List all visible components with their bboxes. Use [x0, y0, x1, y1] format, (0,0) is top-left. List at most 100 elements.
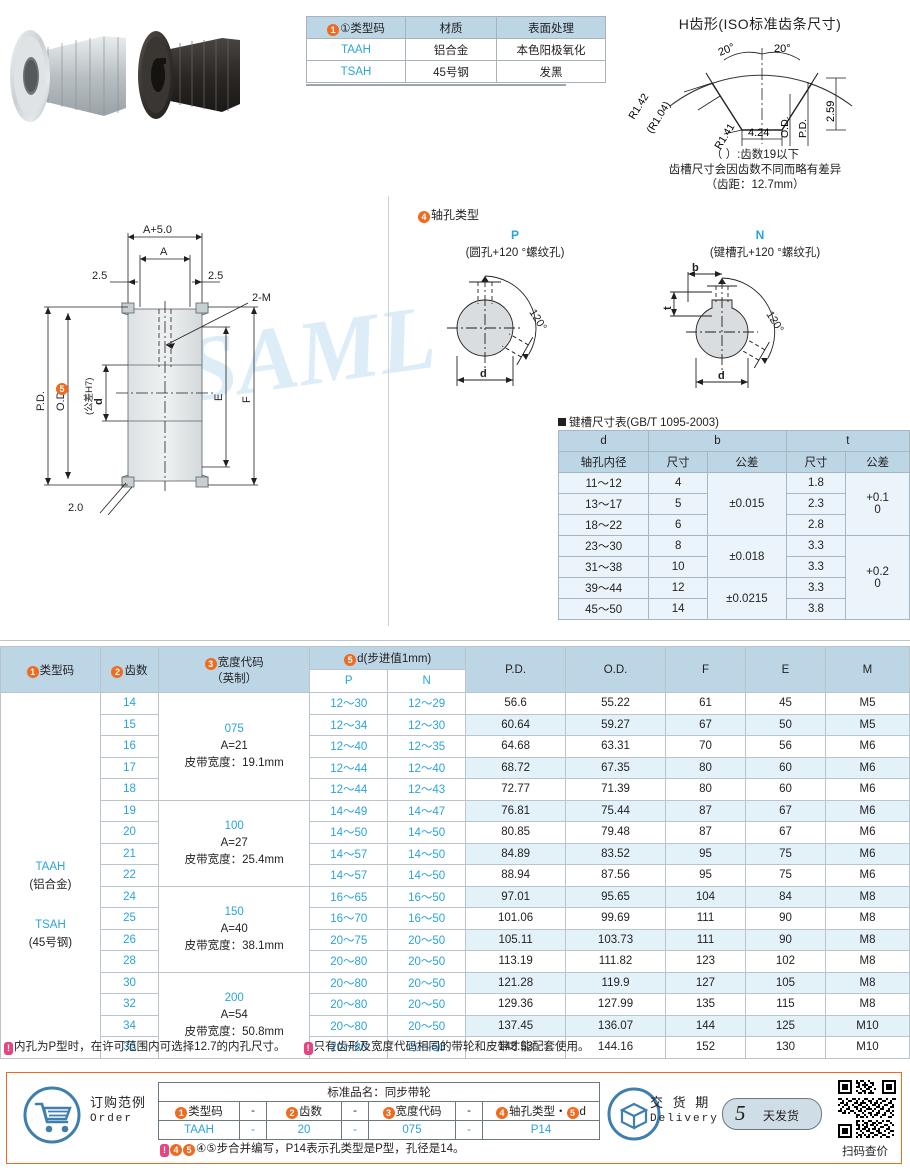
cell-m: M5 [824, 692, 910, 715]
cell-f: 61 [664, 692, 746, 715]
table-row: 31～38 10 3.3 [557, 556, 910, 578]
cell-t: 3.3 [785, 535, 847, 557]
cell-width-group-2: 100 A=27 皮带宽度：25.4mm [158, 799, 311, 887]
cell-val-teeth: 20 [266, 1120, 342, 1140]
order-example-table: 标准品名：同步带轮 1 类型码 - 2 齿数 - 3 宽度代码 - 4 轴孔类型・ 5 d … [158, 1082, 600, 1140]
cell-teeth: 21 [99, 842, 160, 865]
badge-1: 1 [175, 1107, 188, 1119]
type-code-2: TSAH [35, 919, 66, 932]
cell-n: 12～43 [387, 778, 467, 801]
cell-p: 12～40 [309, 735, 389, 758]
cell-b: 10 [648, 556, 709, 578]
cell-d: 39～44 [557, 577, 650, 599]
cell-p: 16～70 [309, 907, 389, 930]
cell-type-code: TSAH [306, 60, 406, 83]
badge-1: 1 [26, 665, 39, 678]
badge-5: 5 [566, 1107, 579, 1119]
cell-od: 127.99 [565, 993, 666, 1016]
table-row: 30 200 A=54 皮带宽度：50.8mm 20～80 20～50 121.… [1, 971, 910, 1059]
width-a: A=21 [220, 739, 248, 752]
cell-teeth: 17 [99, 756, 160, 779]
cell-od: 83.52 [565, 842, 666, 865]
cell-m: M8 [824, 971, 910, 994]
cell-dash: - [341, 1120, 369, 1140]
cell-p: 14～57 [309, 842, 389, 865]
cell-n: 20～50 [387, 1014, 467, 1037]
table-row: 28 20～80 20～50 113.19 111.82 123 102 M8 [1, 950, 910, 973]
section-divider [0, 640, 910, 641]
cell-t: 3.8 [785, 598, 847, 620]
cell-n: 14～50 [387, 864, 467, 887]
cell-n: 20～50 [387, 928, 467, 951]
col-surface: 表面处理 [496, 16, 606, 39]
col-p: P [309, 669, 389, 693]
cart-icon [22, 1085, 82, 1148]
footnote-2: 只有齿形及宽度代码相同的带轮和皮带才能配套使用。 [313, 1041, 590, 1053]
col-bore-dia: 轴孔内径 [557, 451, 650, 473]
col-n: N [387, 669, 467, 693]
cell-teeth: 34 [99, 1014, 160, 1037]
t-tol-bot: 0 [874, 504, 881, 516]
badge-note-1: ! [4, 1042, 13, 1055]
cell-e: 90 [744, 907, 826, 930]
cell-material: 45号钢 [405, 60, 497, 83]
cell-f: 95 [664, 842, 746, 865]
width-belt: 皮带宽度：25.4mm [184, 853, 284, 866]
cell-pd: 88.94 [465, 864, 567, 887]
cell-n: 14～50 [387, 842, 467, 865]
cell-n: 20～50 [387, 971, 467, 994]
cell-e: 102 [744, 950, 826, 973]
width-belt: 皮带宽度：50.8mm [184, 1025, 284, 1038]
cell-surface: 本色阳极氧化 [496, 38, 606, 61]
badge-5: 5 [56, 383, 68, 395]
width-belt: 皮带宽度：38.1mm [184, 939, 284, 952]
label-tol: (公差H7) [83, 378, 95, 415]
delivery-unit: 天发货 [763, 1109, 800, 1123]
table-row: 26 20～75 20～50 105.11 103.73 111 90 M8 [1, 928, 910, 951]
table-row: 34 20～80 20～50 137.45 136.07 144 125 M10 [1, 1014, 910, 1037]
cell-e: 90 [744, 928, 826, 951]
material-table-underline [306, 84, 566, 86]
cell-e: 130 [744, 1036, 826, 1059]
delivery-pill: 5 天发货 [722, 1098, 822, 1130]
cell-p: 20～80 [309, 993, 389, 1016]
width-code: 075 [224, 722, 244, 735]
label-b: b [692, 262, 699, 274]
cell-t: 1.8 [785, 472, 847, 494]
cell-d: 18～22 [557, 514, 650, 536]
cell-p: 20～75 [309, 928, 389, 951]
badge-5: 5 [344, 654, 357, 666]
material-table: 1 ①类型码 材质 表面处理 TAAH 铝合金 本色阳极氧化 TSAH 45号钢 … [306, 16, 606, 83]
cell-f: 80 [664, 778, 746, 801]
cell-t: 2.8 [785, 514, 847, 536]
cell-od: 67.35 [565, 756, 666, 779]
dim-424: 4.24 [748, 127, 769, 139]
cell-d: 11～12 [557, 472, 650, 494]
cell-n: 12～29 [387, 692, 467, 715]
cell-pd: 101.06 [465, 907, 567, 930]
cell-teeth: 30 [99, 971, 160, 994]
table-header-row-2: P N [1, 669, 910, 693]
cell-f: 127 [664, 971, 746, 994]
col-width-code: 3 宽度代码 （英制） [158, 646, 311, 693]
width-code: 150 [224, 905, 244, 918]
cell-m: M6 [824, 799, 910, 822]
label-pd: P.D. [797, 119, 809, 138]
cell-p: 12～30 [309, 692, 389, 715]
badge-3: 3 [204, 657, 217, 670]
table-row: 19 100 A=27 皮带宽度：25.4mm 14～49 14～47 76.8… [1, 799, 910, 887]
cell-dash: - [455, 1120, 483, 1140]
angle-120: 120° [526, 307, 548, 333]
table-row: TSAH 45号钢 发黑 [306, 60, 606, 83]
cell-teeth: 24 [99, 885, 160, 908]
cell-pd: 68.72 [465, 756, 567, 779]
tooth-profile-title: H齿形(ISO标准齿条尺寸) [678, 16, 842, 32]
badge-note: ! [160, 1144, 169, 1157]
badge-4: 4 [170, 1144, 182, 1156]
col-b: b [648, 430, 787, 452]
cell-od: 99.69 [565, 907, 666, 930]
cell-p: 12～44 [309, 756, 389, 779]
cell-e: 84 [744, 885, 826, 908]
col-b-size: 尺寸 [648, 451, 709, 473]
label-od: O.D. [779, 116, 791, 138]
